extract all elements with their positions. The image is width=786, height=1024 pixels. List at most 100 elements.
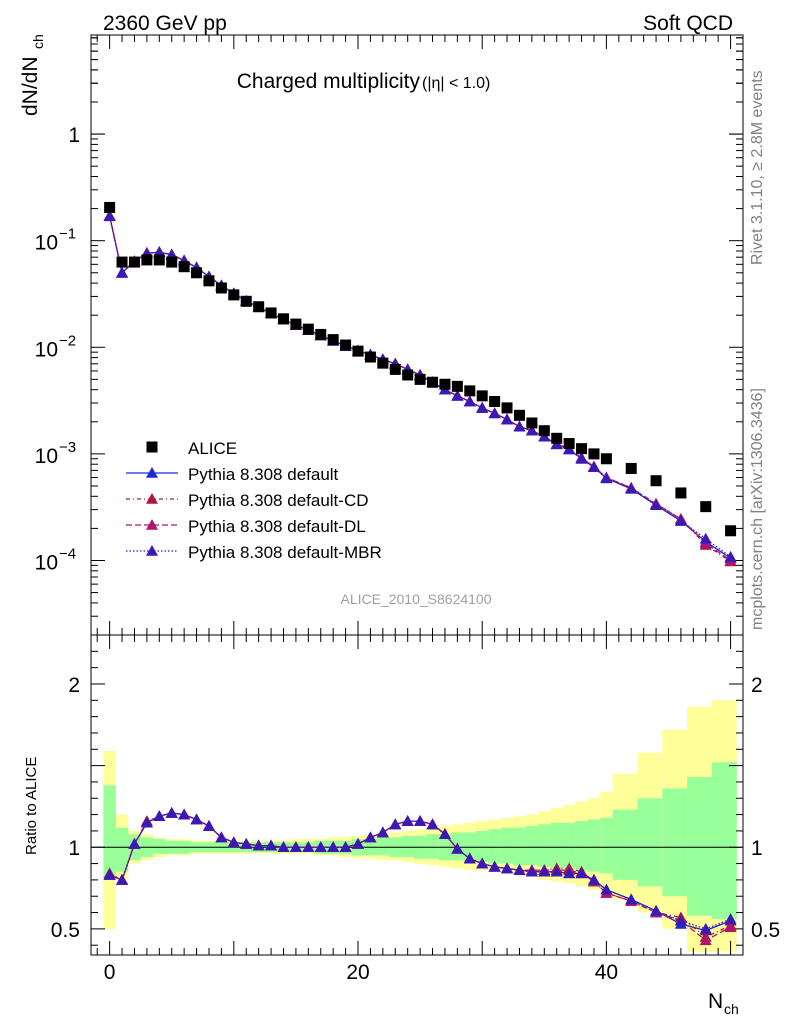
legend-label: Pythia 8.308 default-MBR <box>188 543 382 562</box>
data-point <box>228 289 240 301</box>
ratio-series-point <box>438 828 451 839</box>
data-point <box>650 475 662 487</box>
main-y-tick-base: 10 <box>35 445 58 468</box>
data-point <box>352 345 364 357</box>
ratio-axes-ticks: 0 20 40 0.5 0.5 1 1 2 2 <box>51 635 780 984</box>
legend: ALICE Pythia 8.308 default Pythia 8.308 de… <box>126 439 382 562</box>
legend-entry-data: ALICE <box>146 439 237 458</box>
data-point <box>240 295 252 307</box>
ratio-series-point <box>240 837 253 849</box>
ratio-series-point <box>202 820 215 831</box>
ratio-band-inner <box>575 821 588 871</box>
main-series-point <box>463 395 476 407</box>
main-y-tick-exp: −2 <box>59 332 76 349</box>
main-series-point <box>451 389 464 401</box>
main-y-tick-base: 1 <box>68 124 80 147</box>
main-y-tick-exp: −1 <box>59 226 76 243</box>
legend-label: ALICE <box>188 439 237 458</box>
ratio-band-inner <box>612 809 638 880</box>
legend-entry-3: Pythia 8.308 default-MBR <box>126 543 382 562</box>
data-point <box>215 282 227 294</box>
data-point <box>588 448 600 460</box>
ratio-series-point <box>327 841 340 853</box>
data-point <box>265 307 277 319</box>
data-point <box>625 462 637 474</box>
ratio-band-inner <box>600 817 613 874</box>
legend-marker <box>146 467 158 478</box>
ratio-band-inner <box>711 762 737 920</box>
ratio-band-inner <box>115 827 129 872</box>
data-point <box>364 351 376 363</box>
rivet-info-label: Rivet 3.1.10, ≥ 2.8M events <box>749 70 766 265</box>
data-point <box>253 301 265 313</box>
mcplots-label: mcplots.cern.ch [arXiv:1306.3436] <box>749 388 766 630</box>
main-y-tick-base: 10 <box>35 338 58 361</box>
ratio-band-inner <box>426 834 439 859</box>
x-tick-label: 20 <box>346 961 369 984</box>
data-point <box>451 380 463 392</box>
ratio-series-point <box>674 914 687 926</box>
ratio-band-inner <box>500 827 514 864</box>
legend-marker <box>146 545 158 556</box>
data-point <box>191 267 203 279</box>
ratio-y-tick-label: 2 <box>68 674 80 697</box>
data-point <box>489 396 501 408</box>
main-series-point <box>699 532 712 544</box>
xlabel-sub: ch <box>724 1001 739 1017</box>
data-point <box>576 443 588 455</box>
main-ylabel: dN/dN ch <box>19 34 46 116</box>
x-axis-label: N ch <box>708 990 739 1017</box>
main-y-tick-label: 1 <box>68 124 80 147</box>
ratio-series-point <box>525 865 538 877</box>
ratio-series-point <box>376 826 389 838</box>
ratio-series-point <box>538 865 551 877</box>
ratio-series-point <box>265 839 278 851</box>
data-point <box>116 256 128 268</box>
ratio-panel: 0 20 40 0.5 0.5 1 1 2 2 Ratio to ALICE <box>23 634 780 984</box>
main-y-tick-exp: −3 <box>59 439 76 456</box>
ratio-series-point <box>389 818 402 830</box>
data-point <box>178 261 190 273</box>
data-point <box>377 357 389 369</box>
main-y-tick-base: 10 <box>35 232 58 255</box>
main-series-point <box>674 514 687 526</box>
ratio-band-inner <box>525 826 539 866</box>
header-right-label: Soft QCD <box>643 12 733 35</box>
data-point <box>675 487 687 499</box>
legend-label: Pythia 8.308 default-CD <box>188 491 369 510</box>
main-series-point <box>600 472 613 484</box>
ratio-y-tick-label-right: 1 <box>751 837 763 860</box>
ratio-y-tick-label: 0.5 <box>51 919 80 942</box>
ratio-band-inner <box>401 835 414 858</box>
ratio-series-point <box>165 806 178 818</box>
ratio-band-inner <box>153 839 166 854</box>
data-point <box>104 201 116 213</box>
ratio-band-inner <box>637 798 663 887</box>
ratio-band-inner <box>550 822 563 869</box>
ratio-y-tick-label-right: 2 <box>751 674 763 697</box>
ratio-series-point <box>724 921 737 933</box>
ratio-series-point <box>699 934 712 946</box>
ratio-series-point <box>414 815 427 826</box>
ratio-series-point <box>724 913 737 924</box>
data-point <box>166 256 178 268</box>
data-point <box>203 275 215 287</box>
x-tick-label: 40 <box>595 961 618 984</box>
legend-entry-2: Pythia 8.308 default-DL <box>126 517 366 536</box>
main-series-point <box>488 407 501 419</box>
main-ylabel-sub: ch <box>30 34 46 49</box>
data-point <box>141 254 153 266</box>
ratio-series-point <box>401 815 414 826</box>
data-point <box>501 402 513 414</box>
main-series-point <box>476 401 489 413</box>
main-series-point <box>724 550 737 562</box>
ratio-series-point <box>178 808 191 820</box>
data-point <box>725 525 737 537</box>
ratio-series-point <box>128 837 141 849</box>
data-point <box>277 313 289 325</box>
ratio-series-point <box>190 813 203 825</box>
header-left-label: 2360 GeV pp <box>103 12 227 35</box>
main-ylabel-text: dN/dN <box>19 56 42 116</box>
ratio-series-point <box>426 818 439 830</box>
ratio-band-inner <box>488 829 501 864</box>
